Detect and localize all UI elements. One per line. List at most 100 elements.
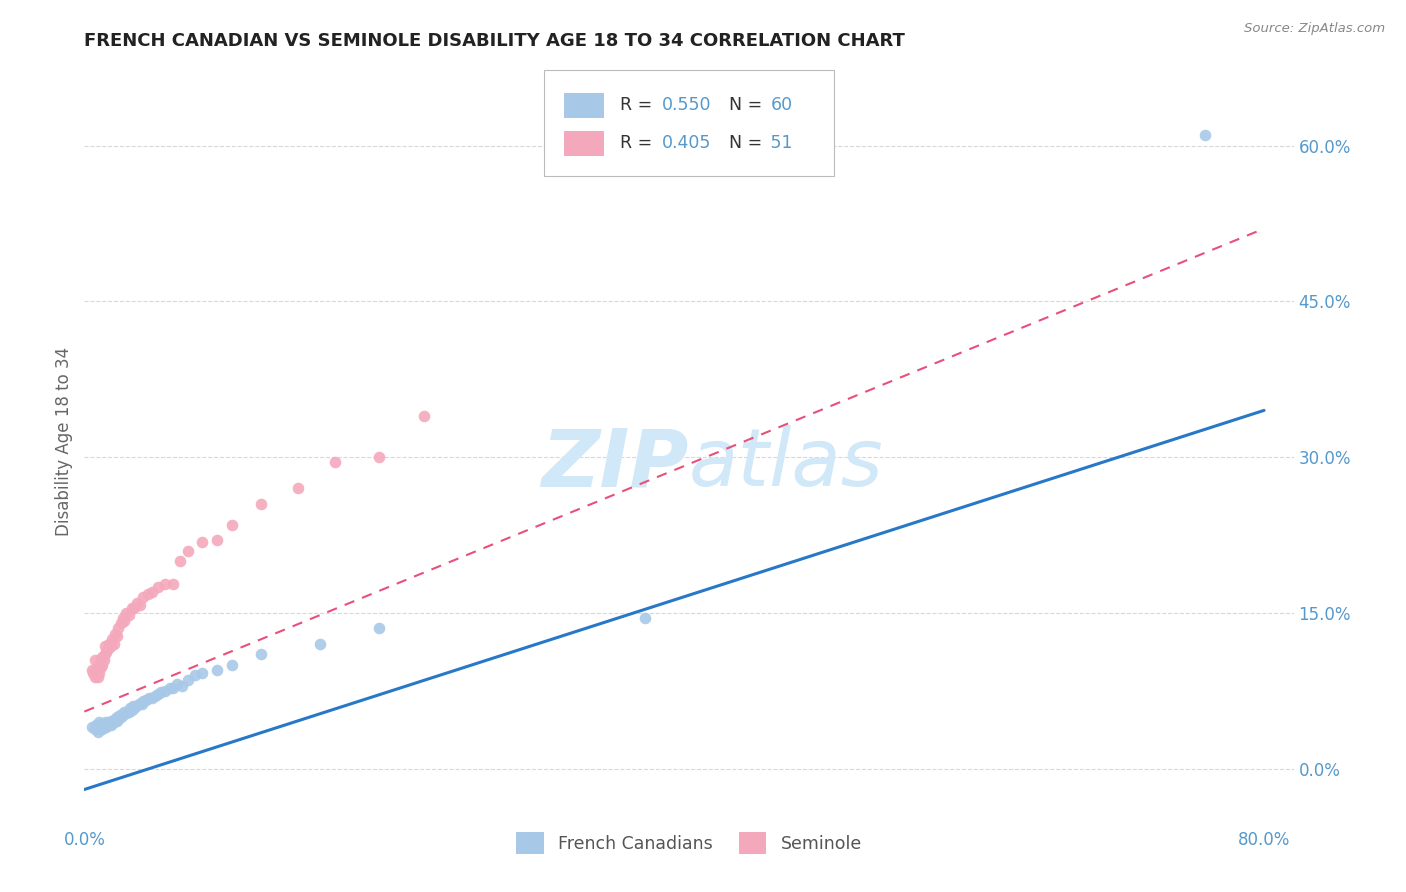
Point xyxy=(131,698,153,712)
Point xyxy=(105,714,128,728)
Text: atlas: atlas xyxy=(689,425,884,503)
Point xyxy=(105,629,128,643)
Point xyxy=(170,679,193,693)
Text: ZIP: ZIP xyxy=(541,425,689,503)
Point xyxy=(250,497,273,511)
Point xyxy=(205,533,228,548)
Point xyxy=(93,716,115,731)
Point xyxy=(98,716,121,731)
Point xyxy=(323,455,346,469)
Point xyxy=(105,710,128,724)
Point xyxy=(87,723,110,737)
Point xyxy=(112,614,135,628)
Text: N =: N = xyxy=(728,134,768,152)
Point xyxy=(124,701,146,715)
Point xyxy=(176,543,198,558)
Point xyxy=(90,660,112,674)
Point xyxy=(146,580,169,594)
Point xyxy=(221,657,243,672)
Point xyxy=(100,714,122,728)
Point xyxy=(86,670,108,684)
Legend: French Canadians, Seminole: French Canadians, Seminole xyxy=(509,825,869,862)
Point xyxy=(155,577,177,591)
Point xyxy=(91,723,114,737)
Point xyxy=(143,689,166,703)
Point xyxy=(132,694,155,708)
Point xyxy=(127,595,149,609)
Point xyxy=(110,710,132,724)
Point xyxy=(87,666,110,681)
Text: R =: R = xyxy=(620,134,658,152)
Point xyxy=(87,718,110,732)
Point xyxy=(87,714,110,729)
Point xyxy=(100,639,122,653)
Point xyxy=(135,693,157,707)
Point xyxy=(84,668,107,682)
Point xyxy=(96,720,118,734)
Point xyxy=(191,535,214,549)
Point xyxy=(94,648,117,662)
Point xyxy=(110,616,132,631)
Y-axis label: Disability Age 18 to 34: Disability Age 18 to 34 xyxy=(55,347,73,536)
Point xyxy=(634,611,657,625)
Point xyxy=(80,720,103,734)
Point xyxy=(169,554,191,568)
Point xyxy=(83,723,105,737)
Point xyxy=(101,632,124,646)
Point xyxy=(125,699,148,714)
Point xyxy=(121,600,143,615)
Point xyxy=(221,517,243,532)
Point xyxy=(150,685,173,699)
Point xyxy=(90,720,112,734)
Point xyxy=(121,702,143,716)
Point xyxy=(98,637,121,651)
Text: 51: 51 xyxy=(765,134,793,152)
Point xyxy=(138,691,160,706)
Point xyxy=(205,663,228,677)
Point xyxy=(159,681,181,695)
Point xyxy=(90,653,112,667)
Point xyxy=(166,676,188,690)
Point xyxy=(250,648,273,662)
Text: FRENCH CANADIAN VS SEMINOLE DISABILITY AGE 18 TO 34 CORRELATION CHART: FRENCH CANADIAN VS SEMINOLE DISABILITY A… xyxy=(84,32,905,50)
Point xyxy=(184,668,207,682)
Point xyxy=(83,653,105,667)
Point xyxy=(87,657,110,672)
Point xyxy=(412,409,434,423)
Point xyxy=(103,714,125,729)
Point xyxy=(155,683,177,698)
Point xyxy=(1194,128,1216,143)
Point xyxy=(97,642,120,657)
Point xyxy=(114,706,136,720)
Point xyxy=(141,585,163,599)
Point xyxy=(114,606,136,620)
FancyBboxPatch shape xyxy=(544,70,834,177)
Text: N =: N = xyxy=(728,96,768,114)
Point xyxy=(86,725,108,739)
Point xyxy=(146,687,169,701)
Point xyxy=(129,598,152,612)
Point xyxy=(132,591,155,605)
Point xyxy=(124,600,146,615)
Point xyxy=(104,626,127,640)
Point xyxy=(162,681,184,695)
Point xyxy=(141,691,163,706)
FancyBboxPatch shape xyxy=(564,93,605,118)
Point xyxy=(120,701,142,715)
Point xyxy=(100,718,122,732)
Point xyxy=(287,481,309,495)
Point xyxy=(94,639,117,653)
Point xyxy=(128,698,150,712)
Point xyxy=(191,666,214,681)
Point xyxy=(108,707,131,722)
Point xyxy=(94,718,117,732)
Point xyxy=(368,622,391,636)
Point xyxy=(91,657,114,672)
Point xyxy=(117,705,139,719)
Point xyxy=(86,660,108,674)
Point xyxy=(122,699,145,714)
Point xyxy=(111,611,134,625)
Point xyxy=(107,712,129,726)
Point xyxy=(162,577,184,591)
Point xyxy=(111,707,134,722)
